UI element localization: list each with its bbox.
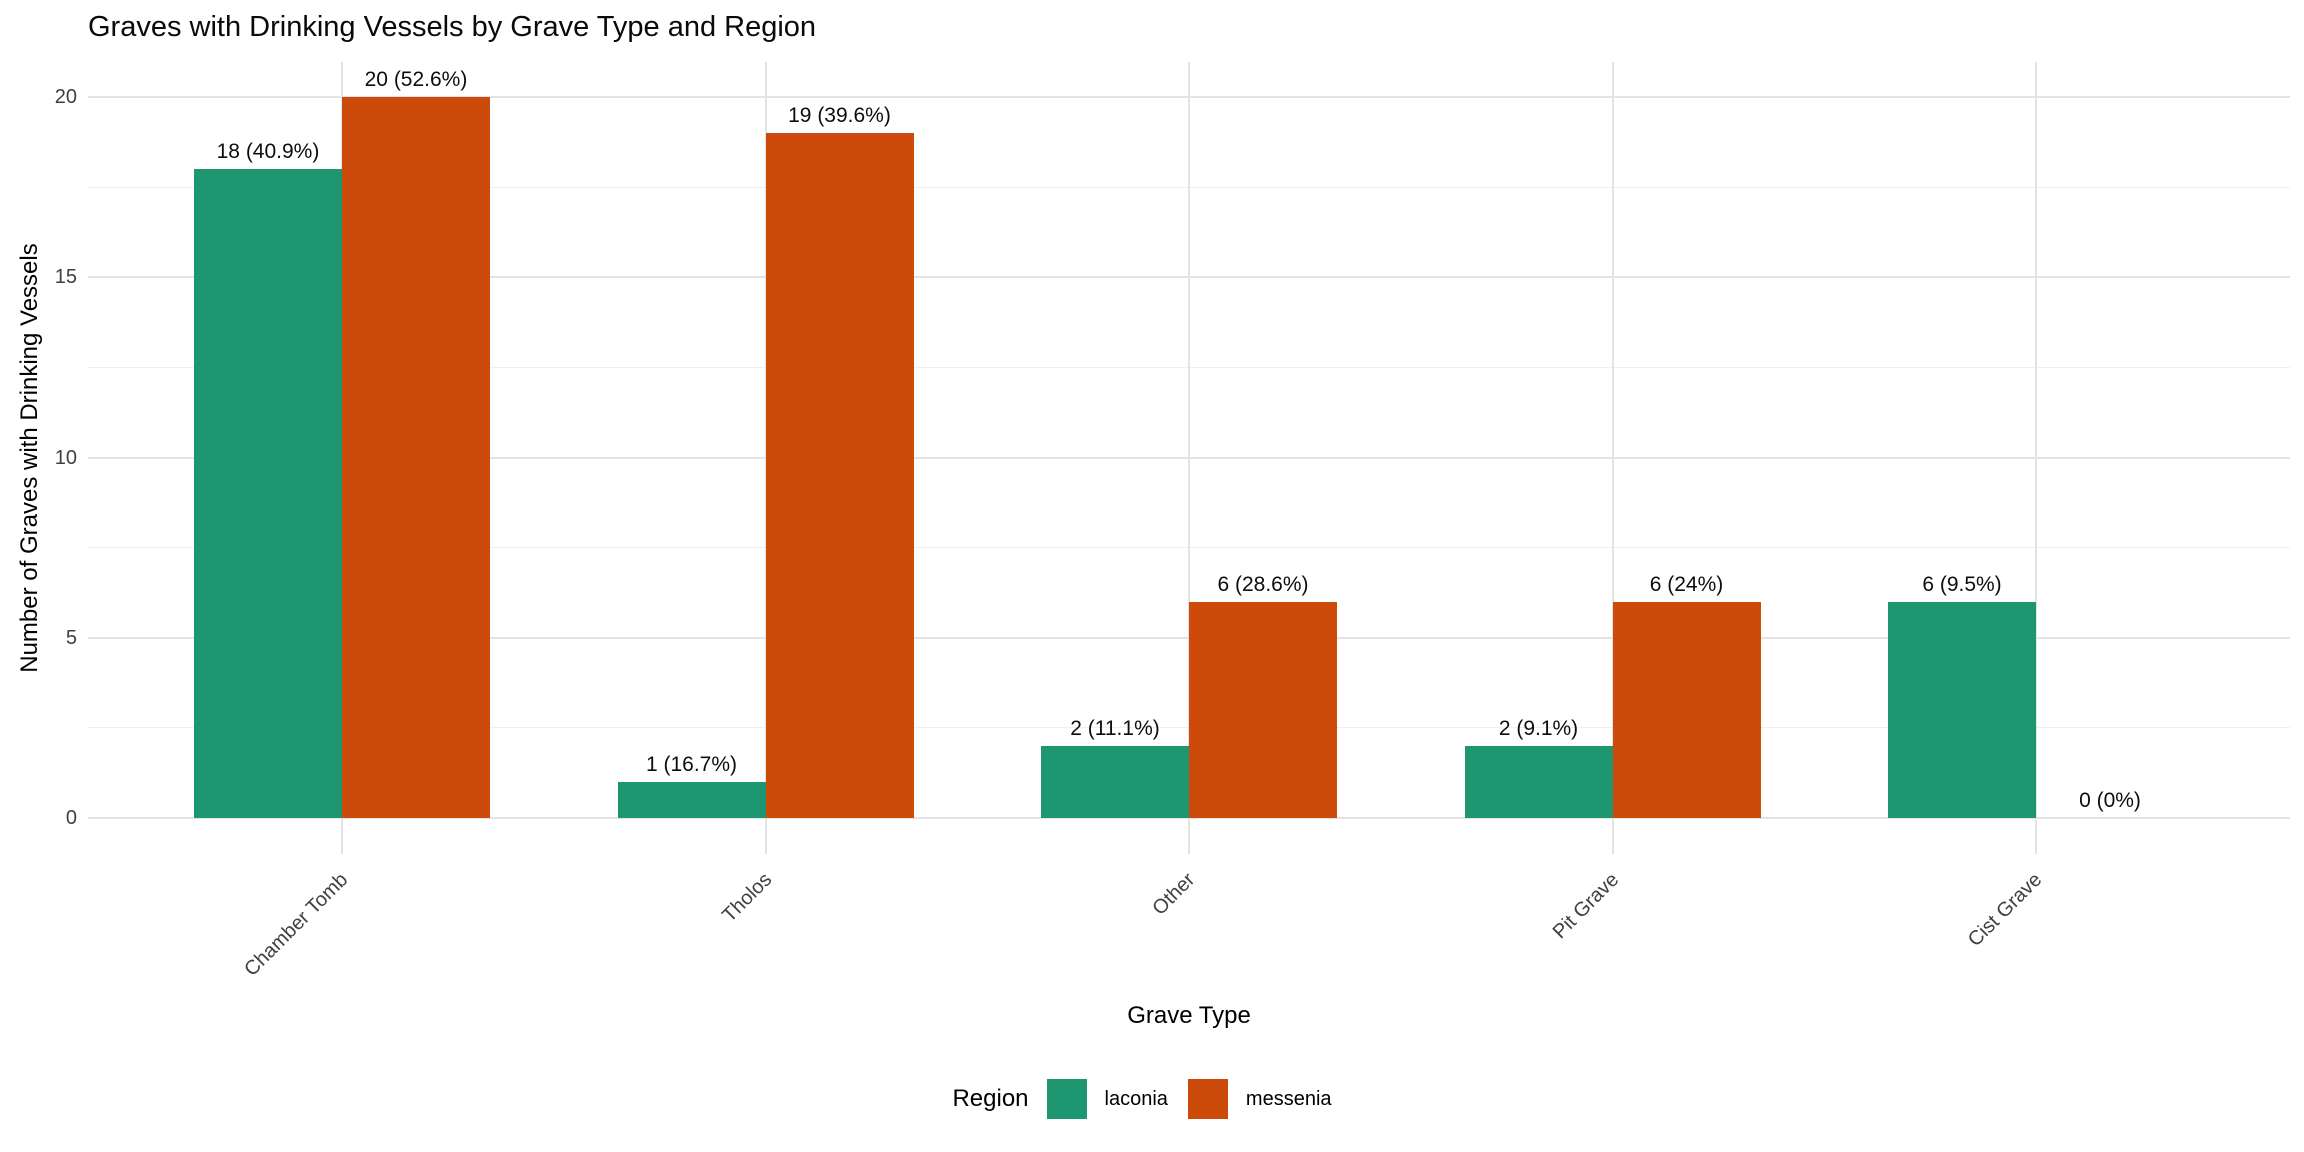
bar-messenia	[765, 133, 914, 818]
y-tick-label: 0	[65, 807, 77, 829]
bar-value-label: 20 (52.6%)	[364, 68, 468, 91]
gridline-vertical	[1188, 62, 1190, 854]
chart-title: Graves with Drinking Vessels by Grave Ty…	[88, 11, 817, 43]
bar-messenia	[1189, 601, 1337, 818]
x-category-label: Other	[1148, 868, 1200, 920]
y-tick-label: 20	[54, 86, 77, 108]
legend: Region laconia messenia	[0, 1076, 2304, 1122]
legend-swatch-laconia	[1046, 1079, 1087, 1119]
bar-value-label: 2 (9.1%)	[1498, 716, 1579, 740]
legend-label-messenia: messenia	[1245, 1087, 1332, 1110]
gridline-vertical	[2035, 62, 2037, 854]
bar-value-label: 6 (28.6%)	[1217, 572, 1309, 596]
x-axis-title: Grave Type	[1127, 1002, 1251, 1029]
x-category-label: Tholos	[717, 868, 776, 927]
bar-laconia	[1041, 745, 1189, 818]
bar-laconia	[1464, 745, 1613, 818]
bar-value-label: 19 (39.6%)	[788, 104, 891, 128]
y-axis-title: Number of Graves with Drinking Vessels	[16, 243, 43, 673]
x-category-label: Pit Grave	[1548, 868, 1623, 944]
y-tick-label: 15	[54, 266, 77, 289]
bar-value-label: 2 (11.1%)	[1070, 716, 1160, 740]
legend-title: Region	[952, 1085, 1029, 1112]
bar-laconia	[194, 169, 342, 818]
bar-value-label: 6 (24%)	[1649, 572, 1724, 596]
y-tick-label: 5	[65, 626, 77, 649]
bar-value-label: 18 (40.9%)	[216, 140, 320, 164]
bar-value-label: 0 (0%)	[2079, 789, 2141, 812]
legend-label-laconia: laconia	[1104, 1087, 1168, 1110]
gridline-vertical	[1611, 62, 1614, 854]
bar-messenia	[342, 97, 490, 818]
y-tick-label: 10	[54, 446, 77, 469]
x-category-label: Chamber Tomb	[240, 868, 353, 981]
bar-laconia	[617, 781, 766, 818]
x-category-label: Cist Grave	[1963, 868, 2047, 952]
bar-messenia	[1612, 601, 1761, 818]
bar-value-label: 1 (16.7%)	[645, 752, 738, 776]
legend-swatch-messenia	[1187, 1079, 1228, 1119]
bar-value-label: 6 (9.5%)	[1922, 572, 2002, 596]
bar-laconia	[1888, 601, 2036, 818]
